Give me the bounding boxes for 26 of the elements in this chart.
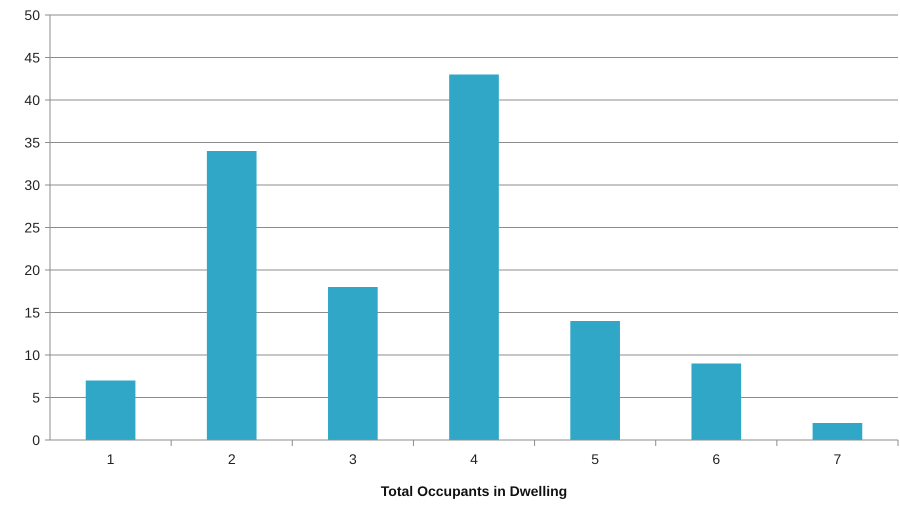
y-tick-label: 45	[24, 49, 40, 66]
y-tick-label: 25	[24, 219, 40, 236]
x-tick-label: 1	[106, 451, 115, 467]
y-tick-label: 15	[24, 304, 40, 320]
bar	[328, 287, 378, 440]
x-tick-label: 2	[228, 451, 236, 467]
y-tick-label: 0	[32, 432, 40, 448]
y-tick-label: 35	[24, 134, 40, 150]
bar	[570, 321, 620, 440]
x-tick-label: 7	[834, 451, 842, 467]
x-axis-title: Total Occupants in Dwelling	[380, 483, 568, 499]
x-tick-label: 3	[348, 451, 357, 467]
y-tick-label: 30	[24, 176, 40, 193]
y-tick-label: 50	[24, 6, 40, 23]
y-tick-label: 20	[24, 262, 40, 278]
y-tick-label: 5	[32, 389, 40, 406]
bar	[691, 364, 742, 440]
bar	[812, 423, 862, 440]
x-tick-label: 5	[591, 451, 600, 467]
bar	[449, 74, 499, 440]
bar	[86, 380, 136, 440]
bar	[206, 151, 257, 440]
x-tick-label: 6	[712, 451, 720, 467]
x-tick-label: 4	[470, 451, 478, 467]
y-tick-label: 40	[24, 92, 40, 108]
y-tick-label: 10	[24, 346, 40, 363]
